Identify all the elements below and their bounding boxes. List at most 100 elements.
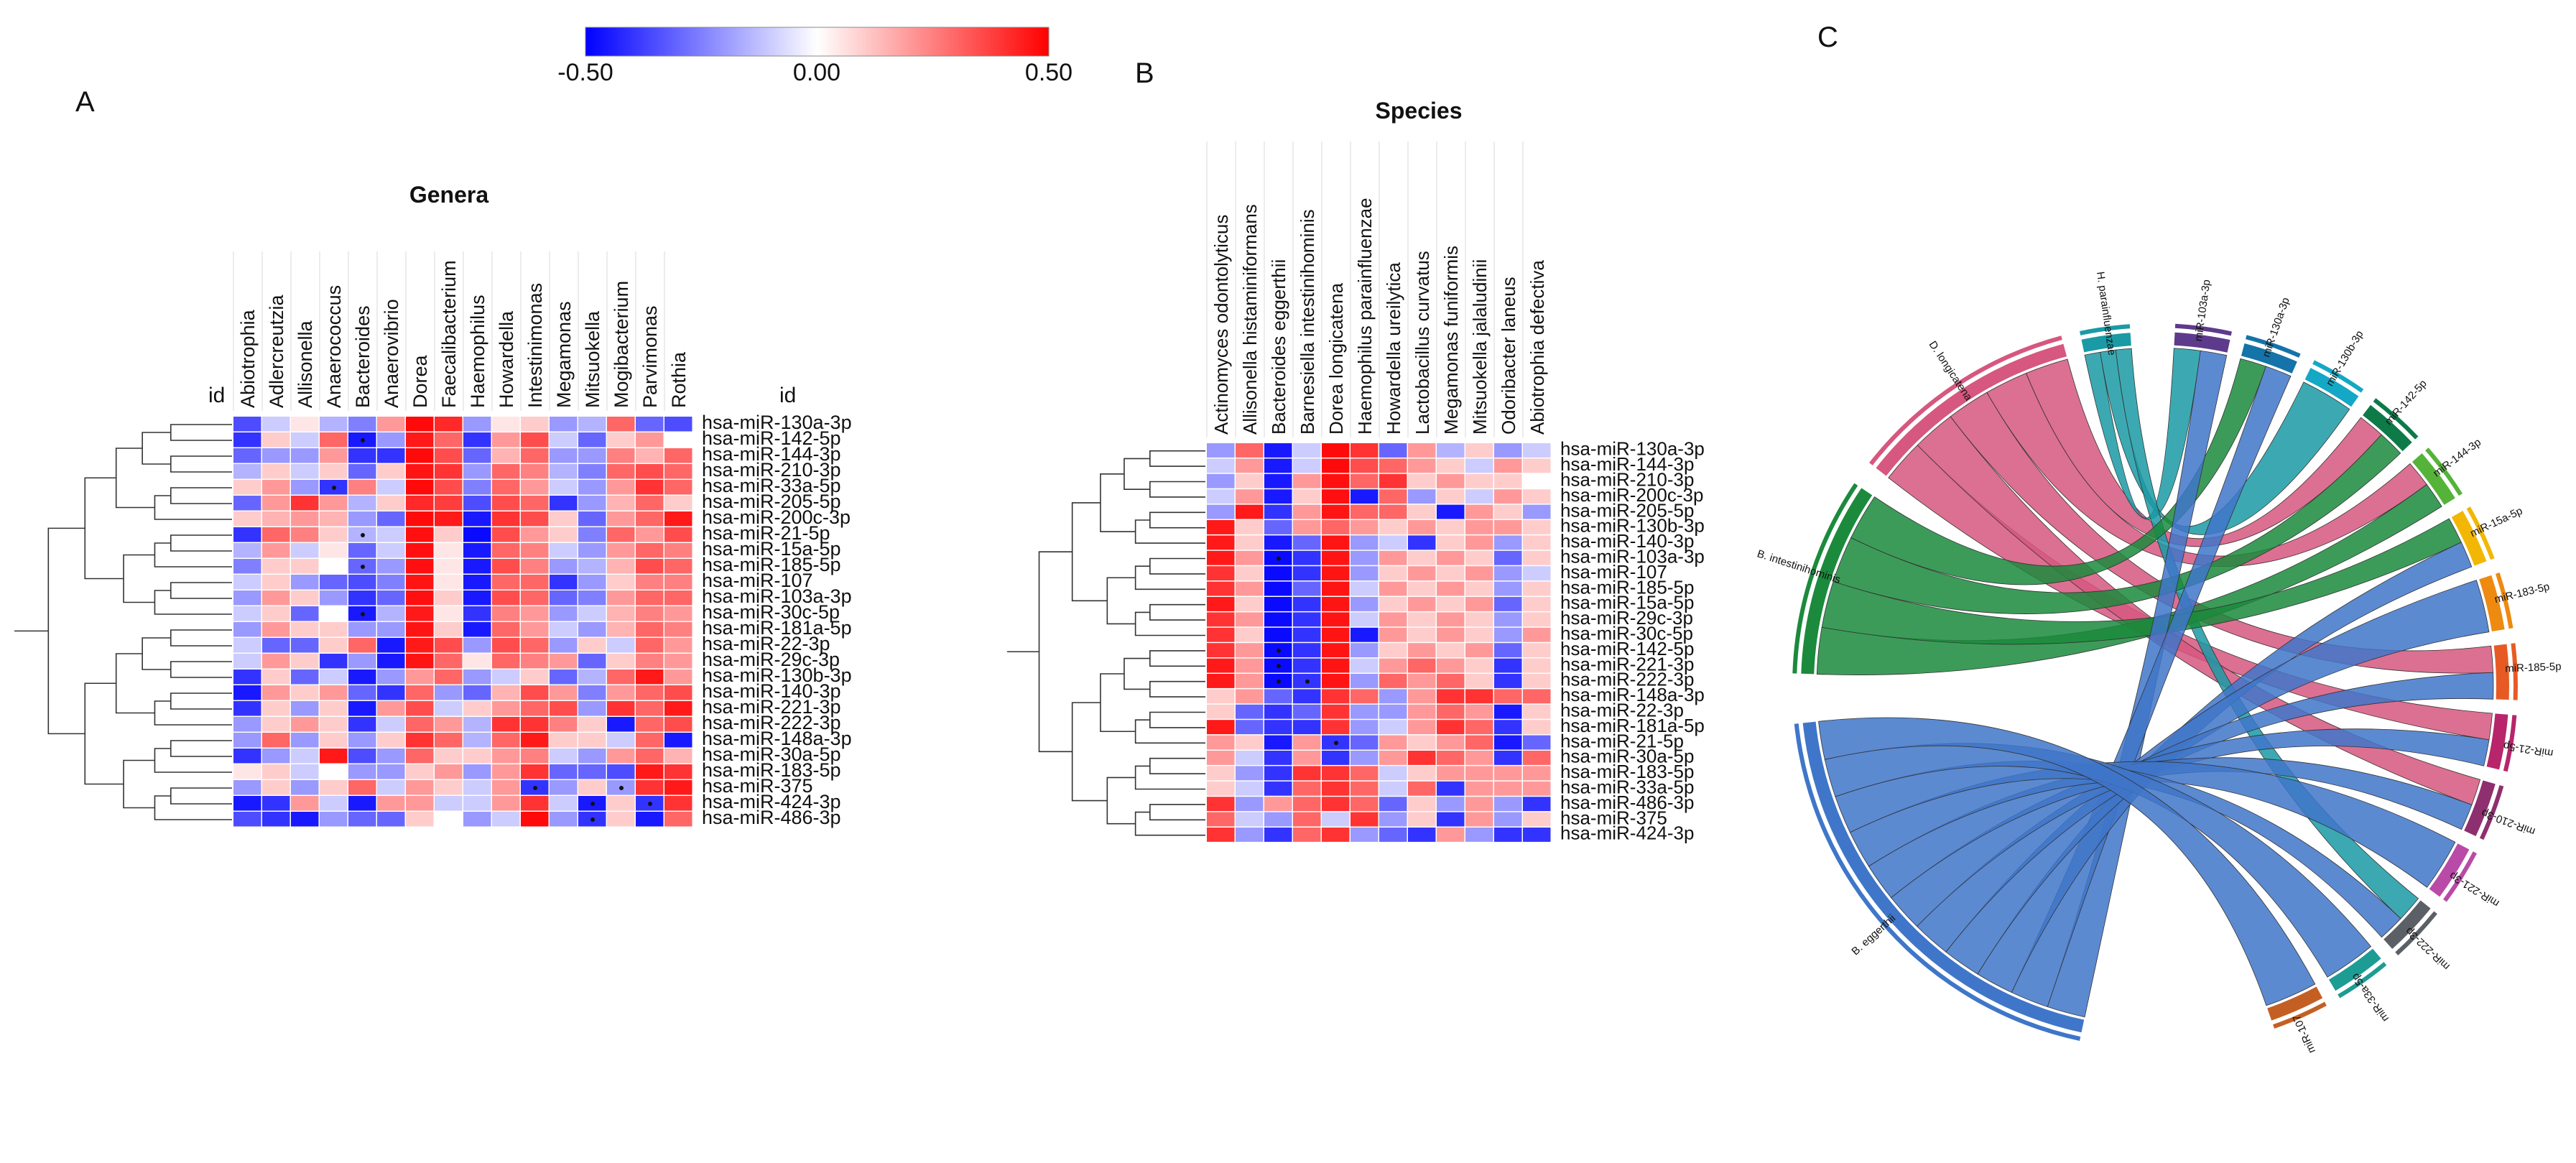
heatmap-cell [1379, 597, 1407, 611]
heatmap-cell [1408, 597, 1436, 611]
heatmap-cell [1236, 597, 1264, 611]
heatmap-cell [578, 448, 606, 463]
row-label: hsa-miR-103a-3p [702, 585, 852, 607]
heatmap-cell [1408, 612, 1436, 627]
column-label: Allisonella histaminiformans [1239, 204, 1261, 435]
heatmap-cell [1408, 828, 1436, 842]
heatmap-cell [1494, 489, 1522, 504]
heatmap-cell [1465, 797, 1493, 812]
heatmap-cell [550, 527, 578, 542]
heatmap-cell [233, 701, 261, 716]
heatmap-cell [320, 559, 348, 574]
row-label: hsa-miR-148a-3p [1560, 684, 1705, 705]
heatmap-cell [1264, 766, 1292, 781]
heatmap-cell [607, 543, 635, 558]
heatmap-genera: Genera id id Abiotrophia Adlercreutzia All… [14, 182, 852, 828]
heatmap-cell [1465, 689, 1493, 704]
heatmap-cell [492, 622, 520, 637]
heatmap-cell [320, 764, 348, 779]
dendrogram-branch [1149, 603, 1205, 621]
row-label: hsa-miR-103a-3p [1560, 545, 1705, 567]
heatmap-cell [1408, 473, 1436, 488]
heatmap-cell [1207, 781, 1235, 796]
heatmap-cell [607, 685, 635, 700]
heatmap-cell [1437, 473, 1465, 488]
heatmap-cell [435, 701, 463, 716]
heatmap-cell [1523, 627, 1551, 642]
heatmap-cell [1236, 766, 1264, 781]
heatmap-cell [320, 669, 348, 685]
chord-arc-mirna [2174, 332, 2230, 353]
heatmap-cell [607, 464, 635, 479]
heatmap-cell [607, 717, 635, 732]
heatmap-cell [636, 511, 664, 527]
heatmap-cell [636, 606, 664, 621]
dendrogram-branch [1149, 511, 1205, 529]
row-label: hsa-miR-30a-5p [1560, 746, 1694, 767]
column-label: Mitsuokella jalaludinii [1469, 259, 1491, 435]
heatmap-cell [607, 527, 635, 542]
heatmap-cell [1322, 520, 1350, 534]
heatmap-cell [492, 733, 520, 748]
heatmap-cell [664, 812, 692, 827]
heatmap-cell [1494, 643, 1522, 658]
heatmap-cell [492, 480, 520, 495]
heatmap-cell [348, 590, 376, 606]
heatmap-cell [550, 701, 578, 716]
heatmap-cell [636, 812, 664, 827]
heatmap-cell [1465, 658, 1493, 673]
heatmap-cell [1350, 627, 1379, 642]
heatmap-cell [521, 796, 549, 811]
heatmap-cell [463, 464, 491, 479]
heatmap-cell [1523, 735, 1551, 750]
heatmap-cell [463, 764, 491, 779]
heatmap-cell [1207, 597, 1235, 611]
heatmap-cell [1437, 643, 1465, 658]
chord-arc-outer [2246, 335, 2301, 358]
chord-label-mirna: miR-185-5p [2505, 660, 2562, 675]
heatmap-cell [233, 638, 261, 653]
heatmap-cell [291, 559, 319, 574]
heatmap-cell [1523, 535, 1551, 550]
heatmap-cell [435, 496, 463, 511]
heatmap-cell [435, 622, 463, 637]
heatmap-cell [1264, 627, 1292, 642]
heatmap-cell [377, 622, 405, 637]
heatmap-cell [233, 717, 261, 732]
row-label: hsa-miR-375 [702, 775, 813, 797]
heatmap-cell [1322, 443, 1350, 458]
heatmap-cell [636, 638, 664, 653]
heatmap-cell [1264, 689, 1292, 704]
heatmap-cell [1523, 689, 1551, 704]
heatmap-cell [348, 685, 376, 700]
row-label: hsa-miR-33a-5p [702, 475, 841, 496]
heatmap-cell [291, 780, 319, 795]
heatmap-cell [1207, 643, 1235, 658]
dendrogram-branch [115, 448, 155, 509]
heatmap-cell [377, 527, 405, 542]
heatmap-cell [1465, 489, 1493, 504]
heatmap-cell [1465, 720, 1493, 735]
heatmap-cell [406, 464, 434, 479]
heatmap-cell [320, 496, 348, 511]
heatmap-cell [262, 464, 290, 479]
heatmap-cell [607, 480, 635, 495]
heatmap-cell [664, 543, 692, 558]
heatmap-cell [1236, 828, 1264, 842]
heatmap-cell [320, 606, 348, 621]
heatmap-cell [1379, 627, 1407, 642]
heatmap-cell [435, 654, 463, 669]
heatmap-cell [320, 654, 348, 669]
dendrogram-branch [1149, 757, 1205, 774]
heatmap-cell [1350, 828, 1379, 842]
heatmap-cell [1293, 627, 1321, 642]
heatmap-cell [1207, 473, 1235, 488]
heatmap-cell [521, 622, 549, 637]
heatmap-cell [463, 543, 491, 558]
column-label: Bacteroides eggerthii [1268, 259, 1289, 435]
row-label: hsa-miR-486-3p [1560, 792, 1694, 813]
heatmap-cell [320, 448, 348, 463]
heatmap-cell [1379, 443, 1407, 458]
heatmap-cell [1408, 520, 1436, 534]
colorbar-mid-label: 0.00 [793, 59, 840, 86]
